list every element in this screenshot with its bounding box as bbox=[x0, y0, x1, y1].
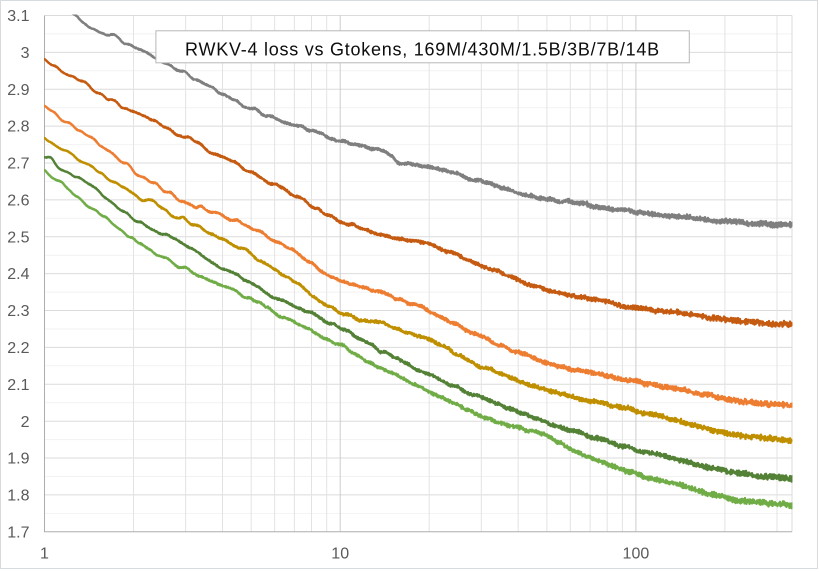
svg-text:3.1: 3.1 bbox=[7, 8, 29, 25]
svg-text:2.4: 2.4 bbox=[7, 266, 29, 283]
svg-text:RWKV-4 loss vs Gtokens, 169M/4: RWKV-4 loss vs Gtokens, 169M/430M/1.5B/3… bbox=[185, 39, 660, 59]
svg-text:1: 1 bbox=[40, 546, 49, 563]
svg-text:2.3: 2.3 bbox=[7, 303, 29, 320]
svg-text:2.2: 2.2 bbox=[7, 340, 29, 357]
svg-text:2.8: 2.8 bbox=[7, 119, 29, 136]
svg-text:2: 2 bbox=[21, 414, 30, 431]
svg-text:1.8: 1.8 bbox=[7, 488, 29, 505]
svg-text:2.6: 2.6 bbox=[7, 193, 29, 210]
svg-text:2.1: 2.1 bbox=[7, 377, 29, 394]
svg-text:3: 3 bbox=[21, 45, 30, 62]
svg-text:2.5: 2.5 bbox=[7, 229, 29, 246]
svg-text:100: 100 bbox=[623, 546, 650, 563]
svg-text:1.9: 1.9 bbox=[7, 451, 29, 468]
svg-text:2.7: 2.7 bbox=[7, 156, 29, 173]
svg-text:2.9: 2.9 bbox=[7, 82, 29, 99]
svg-text:1.7: 1.7 bbox=[7, 524, 29, 541]
svg-text:10: 10 bbox=[331, 546, 349, 563]
